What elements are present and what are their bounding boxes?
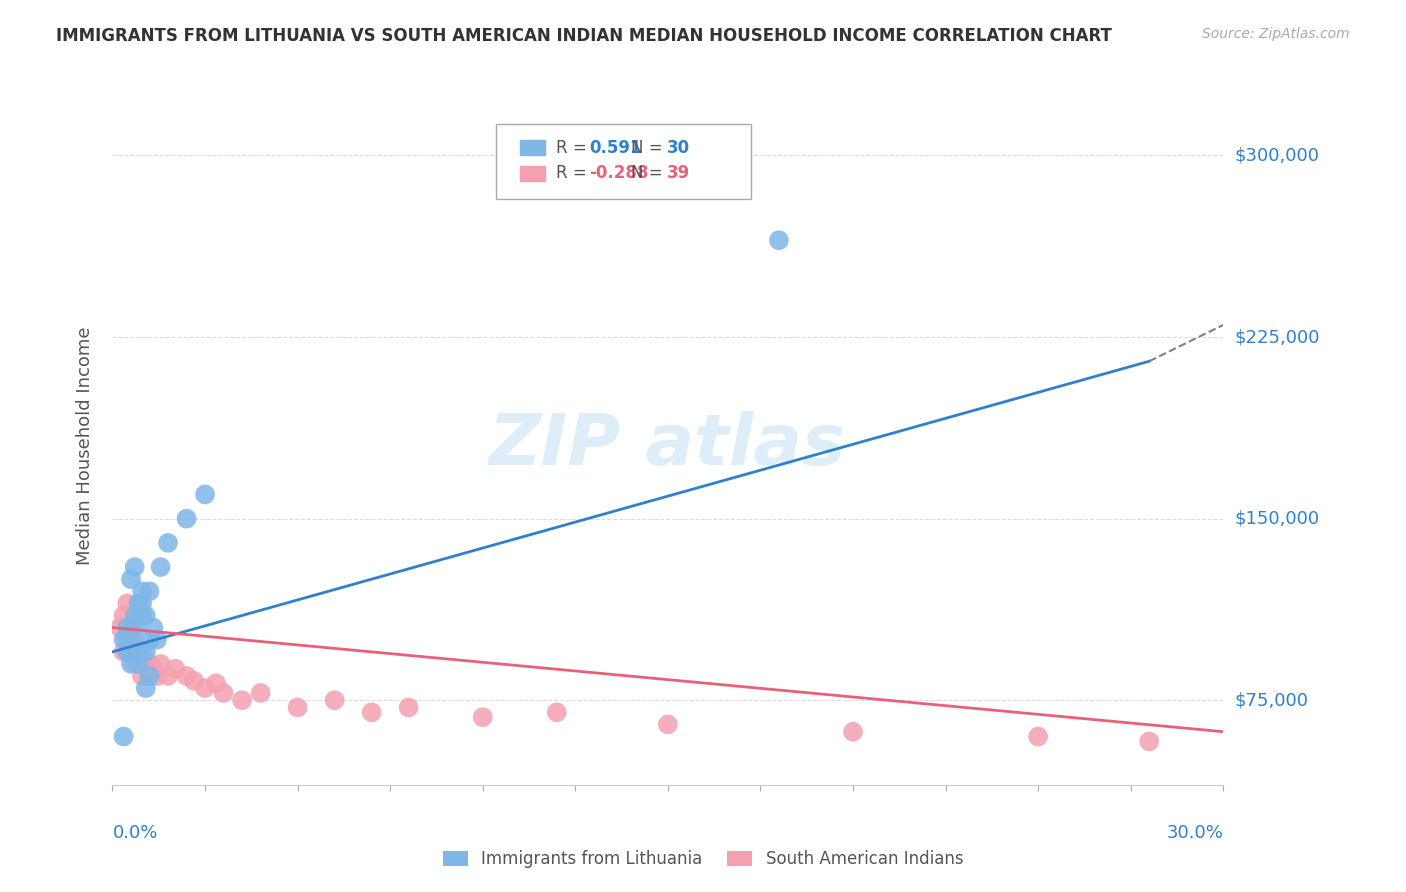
Point <box>471 710 494 724</box>
Point <box>287 700 309 714</box>
Point <box>657 717 679 731</box>
Text: $300,000: $300,000 <box>1234 146 1319 164</box>
Point <box>157 669 180 683</box>
Point <box>124 608 146 623</box>
Point <box>165 662 187 676</box>
Text: 0.0%: 0.0% <box>112 824 157 842</box>
Point <box>146 632 169 647</box>
Point <box>142 662 165 676</box>
Text: Source: ZipAtlas.com: Source: ZipAtlas.com <box>1202 27 1350 41</box>
Point <box>138 669 160 683</box>
Point <box>149 657 172 671</box>
Point <box>127 657 149 671</box>
Point <box>249 686 271 700</box>
Point <box>398 700 420 714</box>
Text: 39: 39 <box>666 164 690 183</box>
Point <box>127 596 149 610</box>
Point <box>138 669 160 683</box>
Point <box>138 632 160 647</box>
Text: ZIP atlas: ZIP atlas <box>489 411 846 481</box>
Point <box>360 706 382 720</box>
Point <box>842 724 865 739</box>
Point <box>149 560 172 574</box>
Point <box>131 669 153 683</box>
Point <box>131 584 153 599</box>
Text: $150,000: $150,000 <box>1234 509 1319 528</box>
Text: -0.288: -0.288 <box>589 164 648 183</box>
Text: N =: N = <box>631 164 668 183</box>
Text: IMMIGRANTS FROM LITHUANIA VS SOUTH AMERICAN INDIAN MEDIAN HOUSEHOLD INCOME CORRE: IMMIGRANTS FROM LITHUANIA VS SOUTH AMERI… <box>56 27 1112 45</box>
Point <box>120 632 142 647</box>
Legend: Immigrants from Lithuania, South American Indians: Immigrants from Lithuania, South America… <box>436 844 970 875</box>
Point <box>146 669 169 683</box>
Point <box>112 632 135 647</box>
Point <box>112 645 135 659</box>
Point <box>120 572 142 586</box>
Point <box>1137 734 1160 748</box>
Point <box>131 608 153 623</box>
Point <box>124 632 146 647</box>
Point <box>127 645 149 659</box>
Text: 30: 30 <box>666 139 690 157</box>
Text: 30.0%: 30.0% <box>1167 824 1223 842</box>
Point <box>117 645 139 659</box>
Point <box>323 693 346 707</box>
Point <box>183 673 205 688</box>
Point <box>135 608 157 623</box>
Point <box>135 681 157 695</box>
Text: N =: N = <box>631 139 668 157</box>
Point <box>120 657 142 671</box>
Y-axis label: Median Household Income: Median Household Income <box>76 326 94 566</box>
Point <box>124 621 146 635</box>
Point <box>117 632 139 647</box>
Text: $225,000: $225,000 <box>1234 328 1320 346</box>
Point <box>124 657 146 671</box>
Text: $75,000: $75,000 <box>1234 691 1309 709</box>
Point <box>124 560 146 574</box>
Point <box>205 676 228 690</box>
Point <box>131 596 153 610</box>
Point <box>120 621 142 635</box>
FancyBboxPatch shape <box>496 124 751 199</box>
Point <box>135 645 157 659</box>
Bar <box>520 140 544 155</box>
Point <box>546 706 568 720</box>
Point <box>194 487 217 501</box>
Point <box>194 681 217 695</box>
Point <box>138 657 160 671</box>
Point <box>108 621 131 635</box>
Bar <box>520 166 544 181</box>
Point <box>231 693 253 707</box>
Point <box>120 645 142 659</box>
Point <box>157 536 180 550</box>
Point <box>176 669 198 683</box>
Point <box>142 621 165 635</box>
Point <box>127 645 149 659</box>
Point <box>127 657 149 671</box>
Point <box>120 645 142 659</box>
Text: R =: R = <box>555 164 592 183</box>
Point <box>138 584 160 599</box>
Text: 0.591: 0.591 <box>589 139 641 157</box>
Point <box>120 632 142 647</box>
Text: R =: R = <box>555 139 592 157</box>
Point <box>176 511 198 525</box>
Point <box>768 233 790 247</box>
Point <box>112 730 135 744</box>
Point <box>112 608 135 623</box>
Point <box>135 657 157 671</box>
Point <box>1026 730 1049 744</box>
Point <box>117 596 139 610</box>
Point <box>117 621 139 635</box>
Point <box>212 686 235 700</box>
Point <box>131 645 153 659</box>
